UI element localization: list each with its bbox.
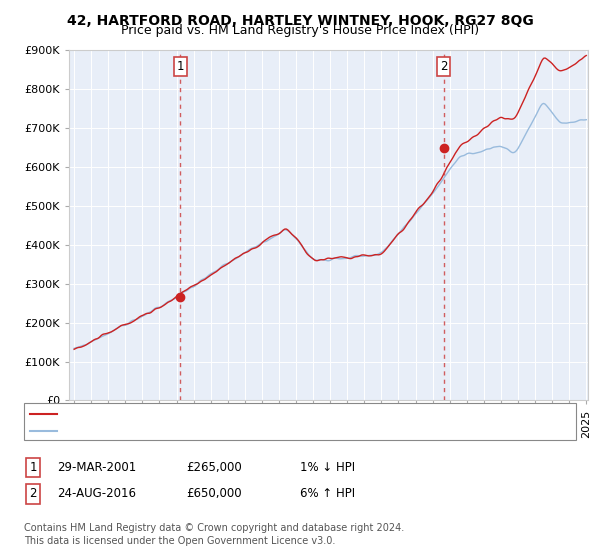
Text: HPI: Average price, detached house, Hart: HPI: Average price, detached house, Hart <box>60 426 290 436</box>
Text: 29-MAR-2001: 29-MAR-2001 <box>57 461 136 474</box>
Text: Price paid vs. HM Land Registry's House Price Index (HPI): Price paid vs. HM Land Registry's House … <box>121 24 479 37</box>
Text: 42, HARTFORD ROAD, HARTLEY WINTNEY, HOOK, RG27 8QG (detached house): 42, HARTFORD ROAD, HARTLEY WINTNEY, HOOK… <box>60 409 497 419</box>
Text: This data is licensed under the Open Government Licence v3.0.: This data is licensed under the Open Gov… <box>24 536 335 546</box>
Text: 1% ↓ HPI: 1% ↓ HPI <box>300 461 355 474</box>
Text: 2: 2 <box>29 487 37 501</box>
Text: 1: 1 <box>177 60 184 73</box>
Text: 6% ↑ HPI: 6% ↑ HPI <box>300 487 355 501</box>
Text: 42, HARTFORD ROAD, HARTLEY WINTNEY, HOOK, RG27 8QG: 42, HARTFORD ROAD, HARTLEY WINTNEY, HOOK… <box>67 14 533 28</box>
Text: Contains HM Land Registry data © Crown copyright and database right 2024.: Contains HM Land Registry data © Crown c… <box>24 523 404 533</box>
Text: £650,000: £650,000 <box>186 487 242 501</box>
Text: 2: 2 <box>440 60 448 73</box>
Text: 24-AUG-2016: 24-AUG-2016 <box>57 487 136 501</box>
Text: 1: 1 <box>29 461 37 474</box>
Text: £265,000: £265,000 <box>186 461 242 474</box>
